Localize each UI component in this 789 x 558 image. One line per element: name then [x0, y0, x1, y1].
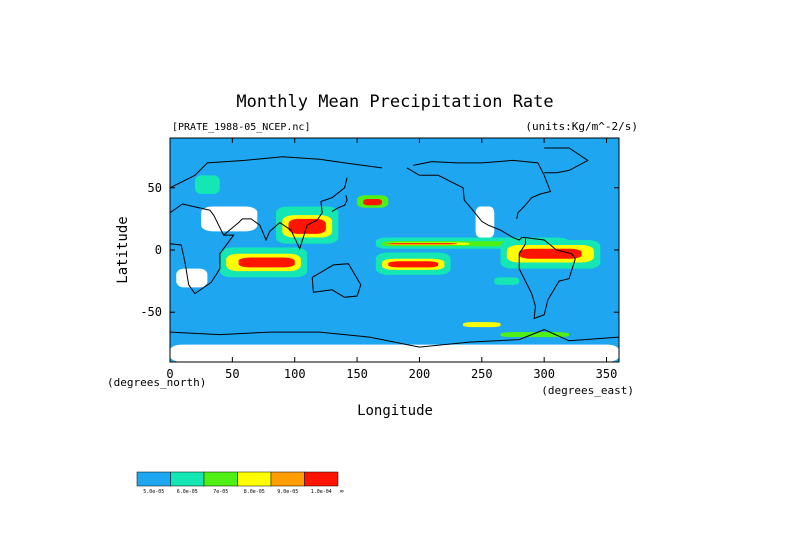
- precip-region: [194, 175, 220, 194]
- missing-data-region: [201, 206, 258, 232]
- precip-region: [363, 198, 383, 206]
- coastline: [544, 147, 589, 174]
- x-unit-label: (degrees_east): [541, 384, 634, 397]
- coastline: [413, 159, 552, 220]
- colorbar-swatch: [203, 471, 238, 487]
- missing-data-region: [176, 268, 208, 288]
- units-label: (units:Kg/m^-2/s): [525, 120, 638, 133]
- precip-region: [388, 243, 457, 245]
- coastline: [311, 263, 362, 298]
- colorbar-end-label: ∞: [340, 488, 344, 495]
- colorbar-label: 8.0e-05: [244, 489, 265, 495]
- chart-title: Monthly Mean Precipitation Rate: [236, 92, 553, 112]
- precip-region: [519, 248, 582, 259]
- coastline: [223, 177, 348, 251]
- coastline: [169, 203, 235, 295]
- y-tick-label: -50: [140, 305, 162, 319]
- x-tick-label: 150: [346, 367, 368, 381]
- x-axis-ticks: 0 50 100 150 200 250 300 350: [166, 138, 617, 381]
- colorbar: 5.0e-05 6.0e-05 7e-05 8.0e-05 9.0e-05 1.0e-04…: [136, 471, 344, 495]
- colorbar-label: 1.0e-04: [311, 489, 332, 495]
- x-tick-label: 350: [596, 367, 618, 381]
- colorbar-label: 9.0e-05: [277, 489, 298, 495]
- coastline: [169, 329, 620, 348]
- plot-area: [169, 137, 620, 363]
- x-tick-label: 50: [225, 367, 239, 381]
- precip-region: [494, 277, 520, 285]
- colorbar-label: 6.0e-05: [177, 489, 198, 495]
- x-tick-label: 0: [166, 367, 173, 381]
- y-unit-label: (degrees_north): [107, 376, 206, 389]
- colorbar-swatch: [237, 471, 272, 487]
- missing-data-region: [475, 206, 495, 238]
- source-file-label: [PRATE_1988-05_NCEP.nc]: [172, 122, 310, 133]
- colorbar-label: 7e-05: [213, 489, 228, 495]
- colorbar-swatch: [170, 471, 205, 487]
- precip-region: [388, 261, 439, 268]
- colorbar-swatch: [304, 471, 339, 487]
- colorbar-swatch: [136, 471, 171, 487]
- x-tick-label: 250: [471, 367, 493, 381]
- coastline: [518, 237, 576, 320]
- precip-region: [238, 257, 295, 268]
- y-axis-label: Latitude: [115, 216, 131, 283]
- x-axis-label: Longitude: [357, 403, 433, 419]
- colorbar-label: 5.0e-05: [143, 489, 164, 495]
- x-tick-label: 100: [284, 367, 306, 381]
- colorbar-swatch: [270, 471, 305, 487]
- x-tick-label: 200: [409, 367, 431, 381]
- y-tick-label: 0: [155, 243, 162, 257]
- coastline: [331, 195, 348, 212]
- coastline: [406, 167, 526, 244]
- y-tick-label: 50: [148, 181, 162, 195]
- x-tick-label: 300: [533, 367, 555, 381]
- precip-region: [463, 322, 501, 328]
- y-axis-ticks: -50 0 50: [140, 181, 619, 319]
- missing-data-region: [170, 344, 619, 362]
